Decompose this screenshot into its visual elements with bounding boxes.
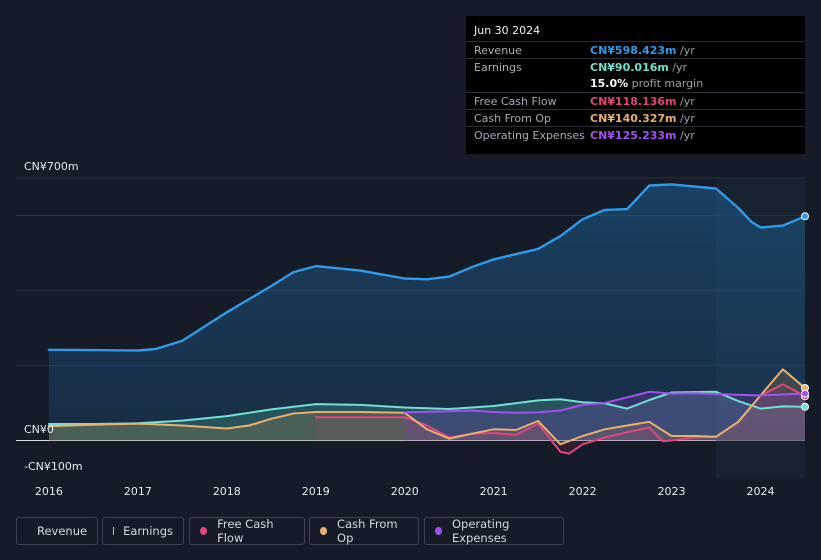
tooltip-unit: /yr <box>668 61 688 74</box>
legend-dot-icon <box>435 527 442 535</box>
tooltip-value: CN¥598.423m <box>590 44 677 57</box>
series-lines <box>47 183 807 455</box>
legend-free-cash-flow[interactable]: Free Cash Flow <box>189 517 305 545</box>
tooltip-value: CN¥140.327m <box>590 112 677 125</box>
legend-revenue[interactable]: Revenue <box>16 517 98 545</box>
tooltip-label: Free Cash Flow <box>474 95 557 108</box>
tooltip-value: 15.0% <box>590 77 629 90</box>
operating-expenses-end-marker <box>801 389 809 398</box>
tooltip-row-earnings: Earnings CN¥90.016m /yr <box>466 58 805 76</box>
legend-label: Revenue <box>37 524 88 538</box>
tooltip-unit: profit margin <box>628 77 704 90</box>
series-areas <box>48 184 805 454</box>
x-tick-label: 2019 <box>302 485 330 498</box>
tooltip-value: CN¥125.233m <box>590 129 677 142</box>
tooltip-value: CN¥118.136m <box>590 95 677 108</box>
tooltip-label: Operating Expenses <box>474 129 585 142</box>
x-tick-label: 2022 <box>569 485 597 498</box>
legend-dot-icon <box>200 527 208 535</box>
tooltip-row-margin: 15.0% profit margin <box>466 75 805 92</box>
tooltip-label: Earnings <box>474 61 522 74</box>
x-tick-label: 2016 <box>35 485 63 498</box>
revenue-line <box>47 183 807 352</box>
earnings-end-marker <box>801 402 809 411</box>
revenue-area <box>48 184 805 441</box>
cash-from-op-line <box>47 368 806 446</box>
tooltip-value: CN¥90.016m <box>590 61 669 74</box>
tooltip-label: Cash From Op <box>474 112 552 125</box>
tooltip-unit: /yr <box>676 44 695 57</box>
x-tick-label: 2017 <box>124 485 152 498</box>
legend-label: Operating Expenses <box>451 517 510 545</box>
legend-label: Free Cash Flow <box>217 517 274 545</box>
tooltip-unit: /yr <box>676 129 695 142</box>
tooltip-unit: /yr <box>676 112 695 125</box>
y-label-top: CN¥700m <box>24 160 79 173</box>
operating-expenses-area <box>404 391 805 441</box>
financial-chart: CN¥700m CN¥0 -CN¥100m 2016 2017 2018 2019 20… <box>16 160 809 498</box>
tooltip-label: Revenue <box>474 44 522 57</box>
legend-label: Earnings <box>123 524 173 538</box>
tooltip-row-opex: Operating Expenses CN¥125.233m /yr <box>466 126 805 144</box>
legend-operating-expenses[interactable]: Operating Expenses <box>424 517 564 545</box>
x-tick-label: 2023 <box>658 485 686 498</box>
tooltip-row-cfo: Cash From Op CN¥140.327m /yr <box>466 109 805 127</box>
x-tick-label: 2024 <box>747 485 775 498</box>
legend-dot-icon <box>320 527 328 535</box>
tooltip-unit: /yr <box>676 95 695 108</box>
tooltip-date: Jun 30 2024 <box>474 24 541 37</box>
x-tick-label: 2018 <box>213 485 241 498</box>
operating-expenses-line <box>403 390 806 414</box>
legend-earnings[interactable]: Earnings <box>102 517 184 545</box>
x-axis-ticks: 2016 2017 2018 2019 2020 2021 2022 2023 2024 <box>35 485 775 498</box>
legend-cash-from-op[interactable]: Cash From Op <box>309 517 419 545</box>
free-cash-flow-area <box>315 384 805 454</box>
y-label-zero: CN¥0 <box>24 423 54 436</box>
legend-label: Cash From Op <box>337 517 398 545</box>
end-markers <box>801 212 809 411</box>
tooltip-panel: Jun 30 2024 Revenue CN¥598.423m /yr Earn… <box>466 16 805 154</box>
tooltip-row-fcf: Free Cash Flow CN¥118.136m /yr <box>466 92 805 110</box>
y-label-bottom: -CN¥100m <box>24 460 83 473</box>
revenue-end-marker <box>801 212 809 221</box>
x-tick-label: 2020 <box>391 485 419 498</box>
x-tick-label: 2021 <box>480 485 508 498</box>
tooltip-row-revenue: Revenue CN¥598.423m /yr <box>466 41 805 59</box>
